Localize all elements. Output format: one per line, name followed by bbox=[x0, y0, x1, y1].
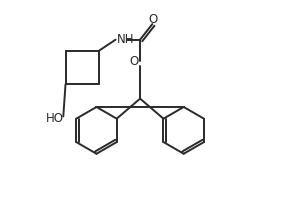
Text: HO: HO bbox=[45, 112, 63, 125]
Text: O: O bbox=[129, 55, 139, 68]
Text: O: O bbox=[149, 13, 158, 26]
Text: NH: NH bbox=[117, 33, 134, 46]
